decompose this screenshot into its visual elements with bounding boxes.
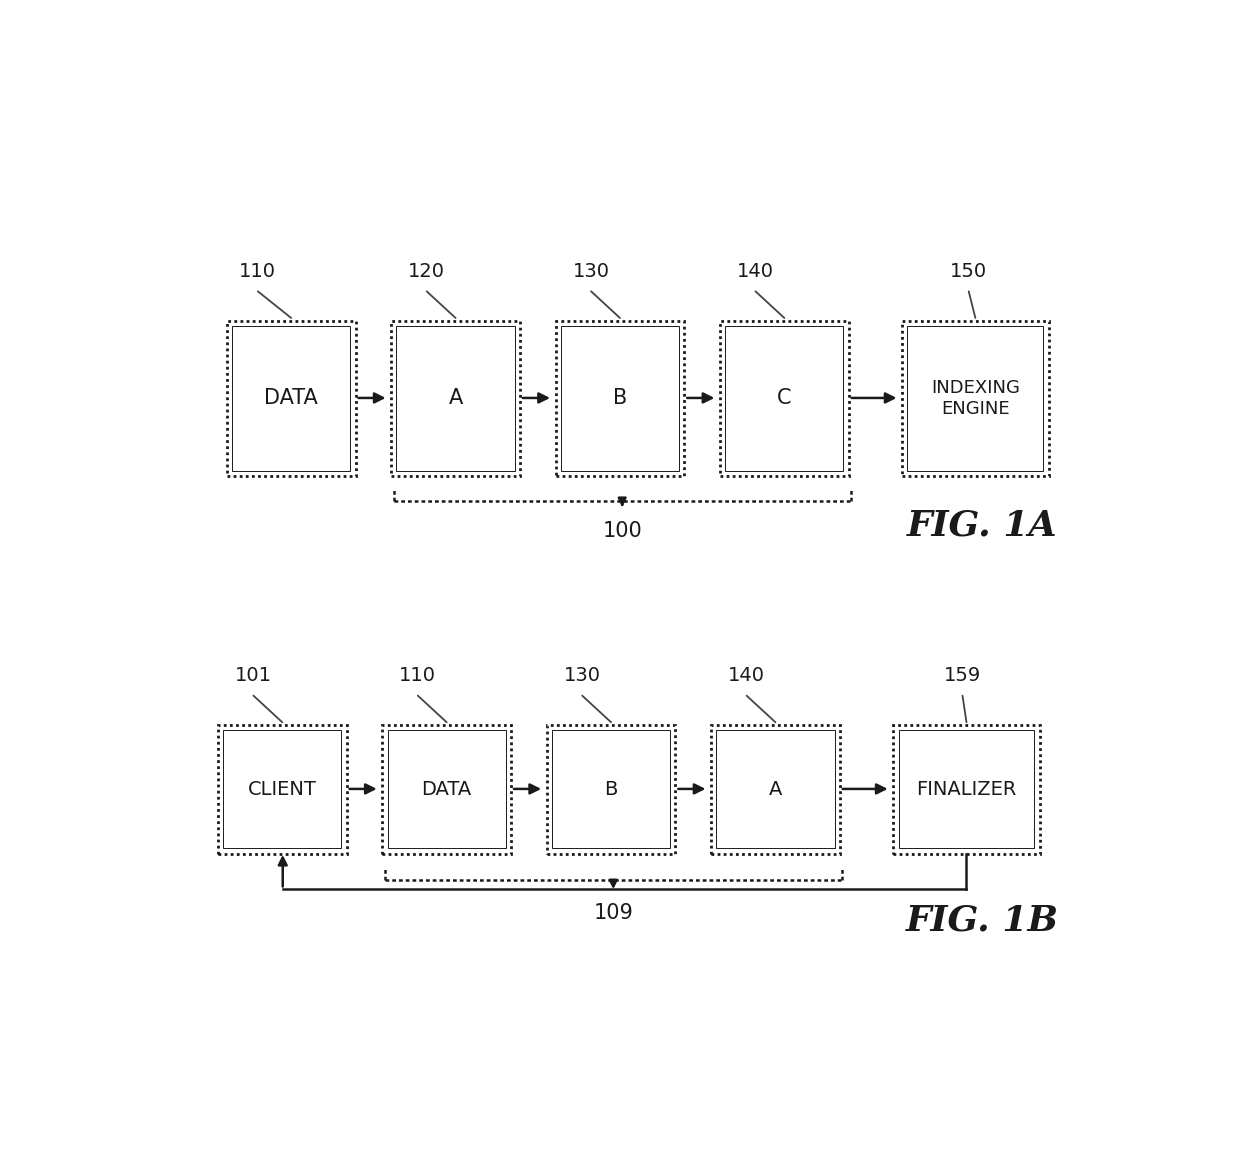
Bar — [397, 325, 515, 471]
Text: 130: 130 — [573, 262, 610, 280]
Text: A: A — [449, 389, 463, 409]
Bar — [893, 725, 1040, 854]
Text: B: B — [613, 389, 627, 409]
Text: DATA: DATA — [264, 389, 317, 409]
Text: 140: 140 — [737, 262, 774, 280]
Bar — [388, 730, 506, 848]
Text: 110: 110 — [399, 666, 436, 685]
Bar — [720, 321, 848, 477]
Text: CLIENT: CLIENT — [248, 780, 316, 799]
Bar — [560, 325, 680, 471]
Text: FINALIZER: FINALIZER — [916, 780, 1017, 799]
Bar — [552, 730, 670, 848]
Bar — [899, 730, 1034, 848]
Bar — [908, 325, 1043, 471]
Text: 130: 130 — [564, 666, 600, 685]
Text: B: B — [604, 780, 618, 799]
Text: 110: 110 — [239, 262, 277, 280]
Text: 101: 101 — [234, 666, 272, 685]
Bar — [223, 730, 341, 848]
Text: FIG. 1A: FIG. 1A — [906, 508, 1058, 542]
Text: C: C — [777, 389, 791, 409]
Text: 159: 159 — [944, 666, 981, 685]
Bar — [218, 725, 347, 854]
Text: DATA: DATA — [422, 780, 471, 799]
Text: 150: 150 — [950, 262, 987, 280]
Bar — [547, 725, 676, 854]
Text: 120: 120 — [408, 262, 445, 280]
Text: FIG. 1B: FIG. 1B — [905, 904, 1059, 937]
Text: INDEXING
ENGINE: INDEXING ENGINE — [931, 379, 1019, 418]
Bar — [725, 325, 843, 471]
Text: A: A — [769, 780, 782, 799]
Bar — [711, 725, 839, 854]
Text: 100: 100 — [603, 520, 642, 540]
Bar — [717, 730, 835, 848]
Bar — [556, 321, 684, 477]
Text: 109: 109 — [594, 902, 634, 923]
Bar — [901, 321, 1049, 477]
Bar — [232, 325, 350, 471]
Text: 140: 140 — [728, 666, 765, 685]
Bar — [391, 321, 520, 477]
Bar — [382, 725, 511, 854]
Bar — [227, 321, 356, 477]
